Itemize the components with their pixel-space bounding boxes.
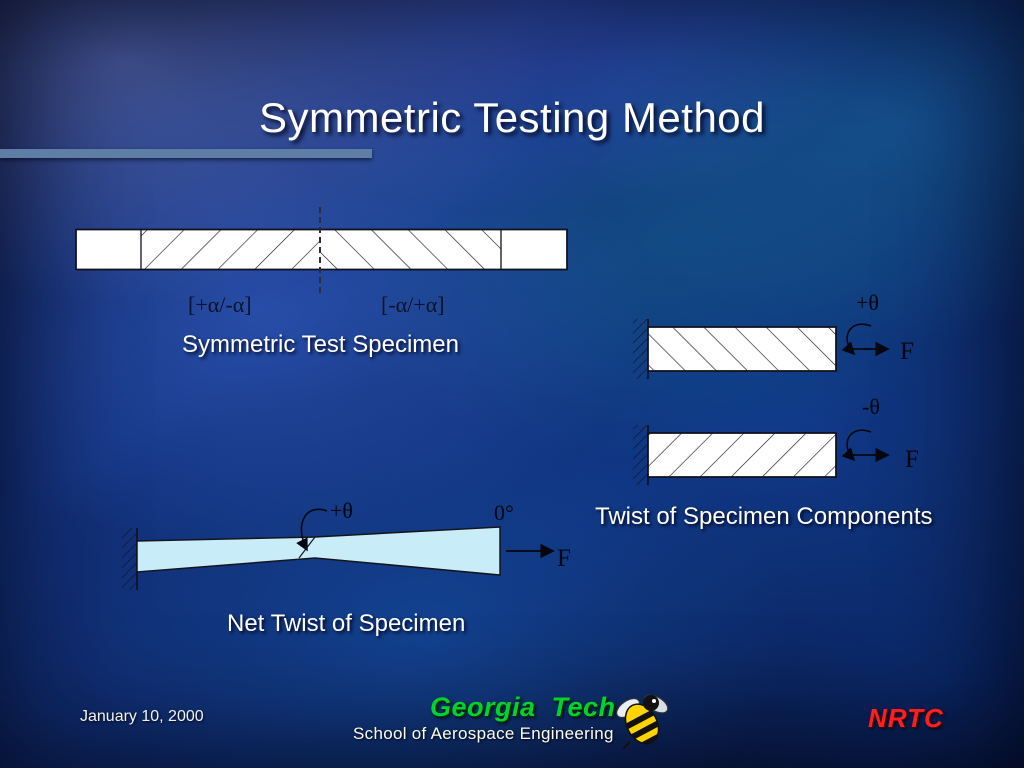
component-bottom-diagram: [630, 422, 930, 490]
component-top-diagram: [630, 316, 930, 384]
layup-label-left: [+α/-α]: [188, 292, 252, 317]
georgia-tech-wordmark: Georgia Tech: [430, 692, 616, 722]
footer-date: January 10, 2000: [80, 708, 204, 725]
symmetric-specimen-diagram: [75, 228, 569, 272]
slide-title: Symmetric Testing Method: [258, 94, 766, 141]
specimen-caption: Symmetric Test Specimen: [182, 331, 459, 358]
yellow-jacket-mascot-icon: [612, 686, 674, 752]
force-label-top: F: [900, 338, 914, 365]
net-twist-zero-label: 0°: [494, 500, 514, 525]
footer-school-name: School of Aerospace Engineering: [353, 724, 614, 743]
specimen-centerline: [319, 207, 321, 293]
component-top-svg: [633, 319, 890, 379]
components-caption: Twist of Specimen Components: [595, 503, 933, 530]
net-twist-force-label: F: [557, 545, 571, 572]
nrtc-logo: NRTC: [868, 703, 944, 733]
layup-label-right: [-α/+α]: [381, 292, 445, 317]
net-twist-caption: Net Twist of Specimen: [227, 610, 466, 637]
theta-minus-label-bottom: -θ: [862, 394, 880, 419]
net-twist-diagram: [115, 495, 585, 605]
component-bottom-svg: [633, 425, 890, 485]
mascot-svg: [616, 694, 669, 750]
net-twist-svg: [122, 508, 555, 590]
force-label-bottom: F: [905, 446, 919, 473]
title-accent-bar: [0, 149, 372, 158]
net-twist-theta-label: +θ: [330, 498, 353, 523]
theta-plus-label-top: +θ: [856, 290, 879, 315]
specimen-svg: [75, 228, 568, 271]
